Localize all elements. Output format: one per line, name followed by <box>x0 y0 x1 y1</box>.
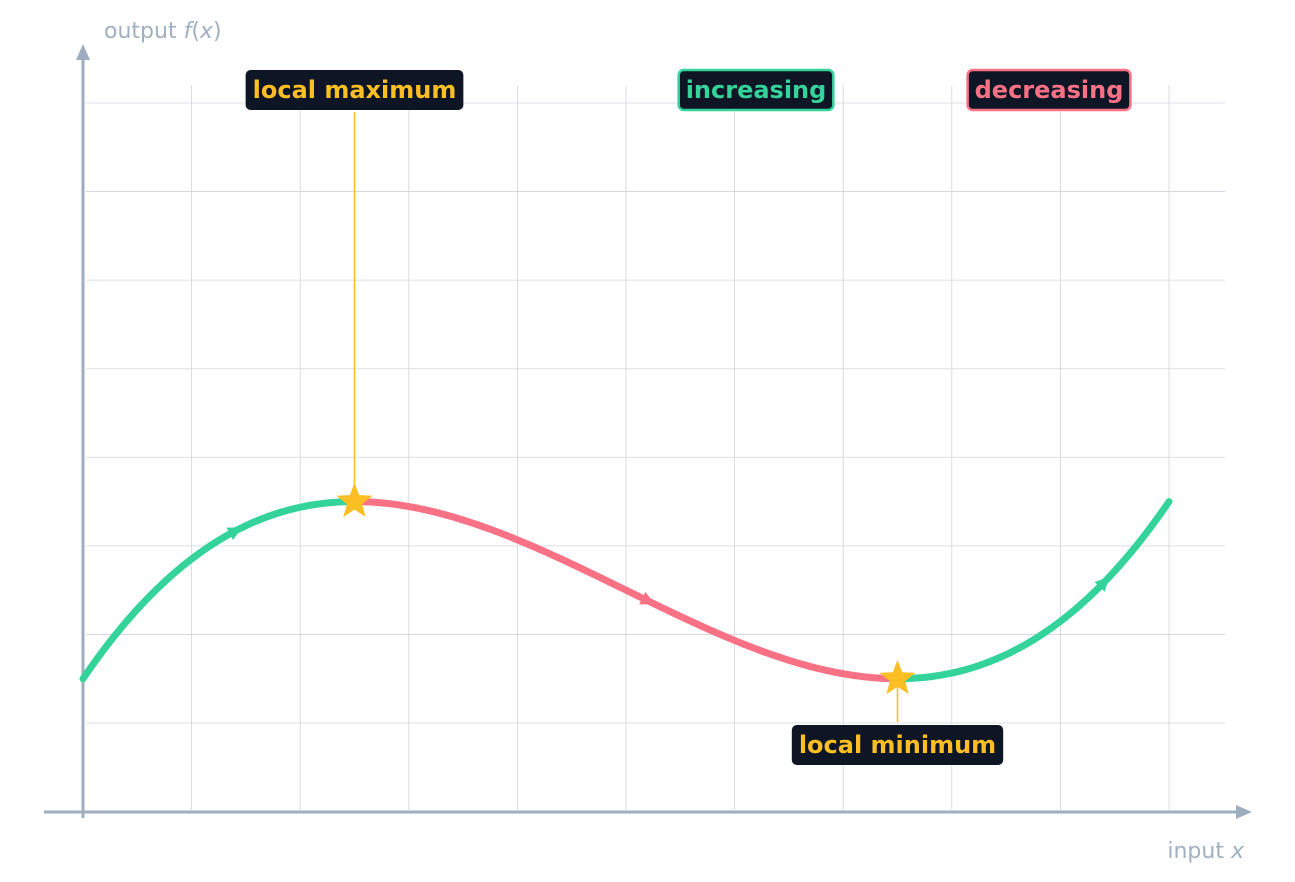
x-axis-arrow-icon <box>1236 805 1252 819</box>
legend-increasing: increasing <box>677 68 835 112</box>
x-axis-label: input x <box>1167 839 1245 864</box>
local-maximum-label-text: local maximum <box>253 76 457 104</box>
direction-arrow-icon <box>226 527 243 541</box>
legend-increasing-box <box>677 68 835 112</box>
local-maximum-label: local maximum <box>245 70 464 110</box>
legend-increasing-text: increasing <box>686 76 827 104</box>
y-axis-arrow-icon <box>76 44 90 60</box>
curve-segment-increasing-3 <box>894 498 1173 683</box>
local-minimum-star-icon <box>879 659 916 695</box>
axes: input x output f(x) <box>44 19 1252 864</box>
grid <box>86 85 1225 810</box>
legend-decreasing-text: decreasing <box>975 76 1124 104</box>
local-minimum-label: local minimum <box>791 725 1004 765</box>
direction-arrow-icon <box>639 591 655 605</box>
legend-decreasing: decreasing <box>966 68 1132 112</box>
local-minimum-label-box <box>791 725 1004 765</box>
local-minimum-label-text: local minimum <box>799 731 996 759</box>
curve <box>79 498 1173 683</box>
local-maximum-label-box <box>245 70 464 110</box>
local-maximum-star-icon <box>336 482 373 517</box>
curve-segment-decreasing-2 <box>351 498 901 683</box>
curve-segment-increasing-1 <box>79 498 358 683</box>
direction-arrow-icon <box>1094 576 1110 592</box>
y-axis-label: output f(x) <box>104 19 222 44</box>
extrema-markers <box>336 112 916 722</box>
annotation-labels: local maximum local minimum increasing decr… <box>245 68 1132 765</box>
legend-decreasing-box <box>966 68 1132 112</box>
